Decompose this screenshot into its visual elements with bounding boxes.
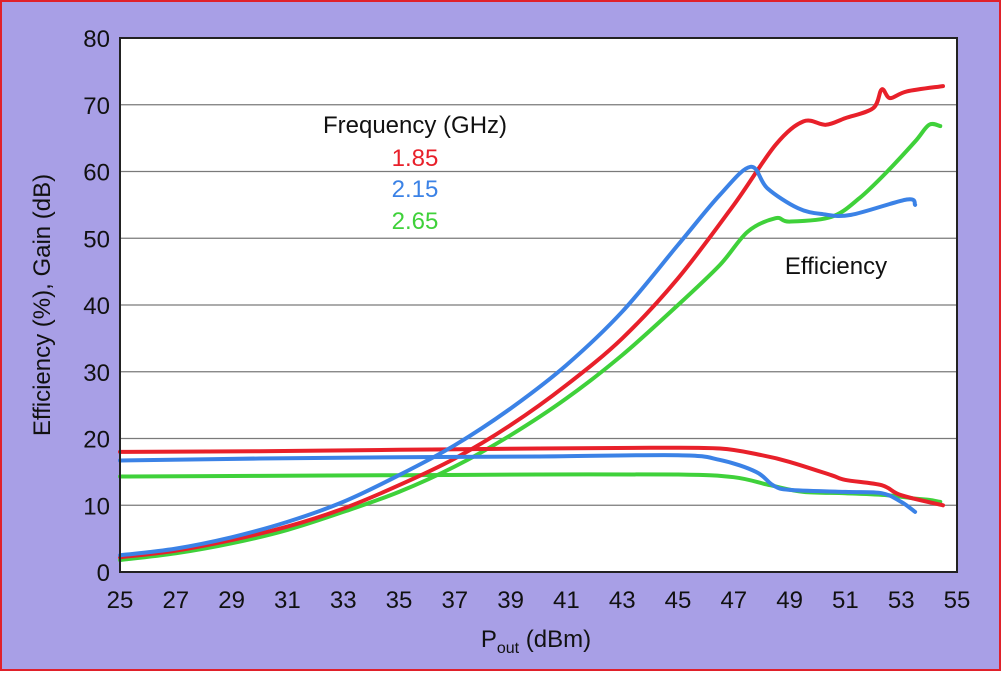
y-tick-70: 70	[83, 93, 110, 120]
x-tick-35: 35	[386, 587, 413, 614]
legend-entry-1-85: 1.85	[392, 145, 439, 172]
efficiency-line-2-65	[118, 121, 943, 562]
plot-border	[119, 37, 958, 573]
x-tick-labels: 25 27 29 31 33 35 37 39 41 43 45 47 49 51 53 55	[107, 587, 971, 614]
x-axis-label: Pout (dBm)	[481, 626, 591, 657]
x-tick-29: 29	[218, 587, 245, 614]
x-tick-49: 49	[776, 587, 803, 614]
x-tick-41: 41	[553, 587, 580, 614]
x-tick-39: 39	[497, 587, 524, 614]
y-tick-80: 80	[83, 26, 110, 53]
gain-line-2-15	[118, 453, 918, 514]
x-axis-label-unit: (dBm)	[519, 626, 591, 653]
x-tick-31: 31	[274, 587, 301, 614]
x-tick-51: 51	[832, 587, 859, 614]
series-layer	[118, 84, 945, 562]
x-axis-label-main: P	[481, 626, 497, 653]
x-tick-37: 37	[441, 587, 468, 614]
x-tick-47: 47	[720, 587, 747, 614]
y-tick-0: 0	[97, 560, 110, 587]
legend-entry-2-65: 2.65	[392, 208, 439, 235]
x-axis-label-subscript: out	[497, 640, 520, 657]
x-tick-25: 25	[107, 587, 134, 614]
y-tick-50: 50	[83, 226, 110, 253]
x-tick-45: 45	[665, 587, 692, 614]
efficiency-annotation: Efficiency	[785, 253, 887, 280]
y-axis-label: Efficiency (%), Gain (dB)	[29, 174, 56, 436]
y-tick-10: 10	[83, 493, 110, 520]
legend-title: Frequency (GHz)	[323, 112, 507, 139]
gridlines	[120, 104, 957, 506]
x-tick-43: 43	[609, 587, 636, 614]
y-tick-30: 30	[83, 360, 110, 387]
y-tick-labels: 0 10 20 30 40 50 60 70 80	[83, 26, 110, 587]
y-tick-60: 60	[83, 160, 110, 187]
y-tick-40: 40	[83, 293, 110, 320]
x-tick-27: 27	[162, 587, 189, 614]
gain-line-1-85	[118, 445, 945, 508]
efficiency-line-2-15	[118, 164, 918, 558]
x-tick-53: 53	[888, 587, 915, 614]
x-tick-55: 55	[944, 587, 971, 614]
x-tick-33: 33	[330, 587, 357, 614]
y-tick-20: 20	[83, 427, 110, 454]
efficiency-line-1-85	[118, 84, 945, 560]
legend-entry-2-15: 2.15	[392, 176, 439, 203]
